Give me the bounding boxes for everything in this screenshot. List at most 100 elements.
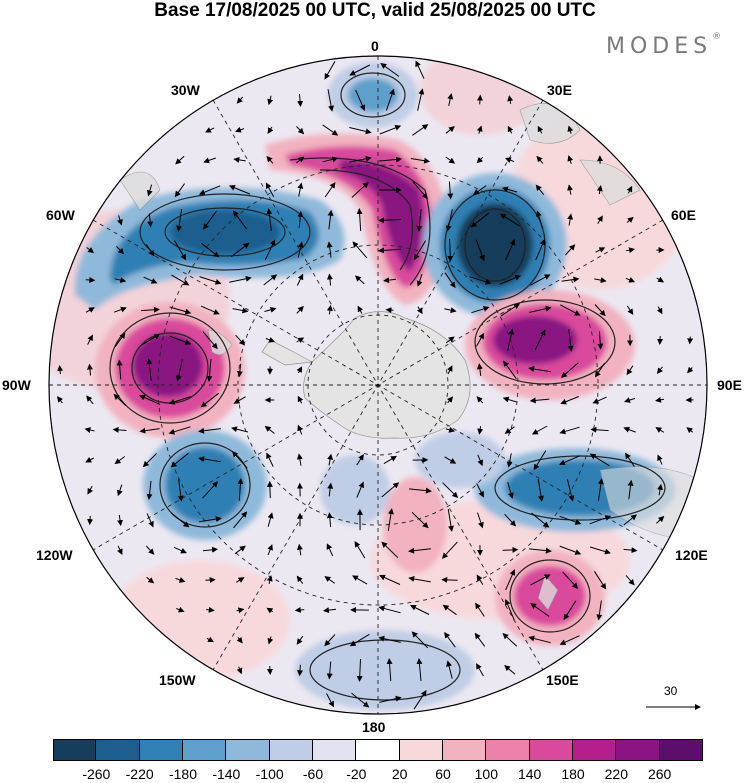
wind-arrow (444, 456, 457, 464)
wind-arrow (559, 545, 582, 555)
wind-arrow (355, 89, 366, 112)
wind-arrow (168, 396, 191, 405)
wind-arrow (168, 426, 191, 435)
wind-arrow (205, 127, 215, 133)
lon-label-30e: 30E (547, 82, 572, 98)
wind-arrow (297, 241, 304, 258)
wind-arrow (171, 274, 190, 286)
wind-arrow (324, 182, 336, 198)
wind-arrow (529, 397, 550, 404)
wind-arrow (351, 692, 370, 708)
wind-arrow (116, 246, 125, 255)
wind-arrow (228, 185, 251, 195)
wind-arrow (506, 453, 513, 468)
wind-arrow (114, 332, 126, 347)
wind-arrow (530, 574, 551, 586)
africa-coast (519, 103, 641, 206)
cell-atlantic-south-positive-core (340, 160, 424, 272)
cell-indian-positive-core (493, 316, 577, 364)
wind-arrow (471, 305, 490, 314)
wind-arrow (354, 541, 366, 559)
colorbar-tick-label: 60 (435, 766, 451, 782)
wind-arrow (594, 277, 607, 284)
colorbar-tick-label: 220 (604, 766, 629, 782)
wind-arrow (296, 337, 305, 344)
wind-arrow (236, 96, 244, 104)
wind-arrow (529, 305, 552, 313)
wind-arrow (57, 365, 64, 375)
wind-arrow (476, 663, 484, 677)
wind-arrow (327, 209, 334, 230)
wind-arrow (625, 277, 636, 283)
wind-arrow (444, 272, 456, 289)
wind-arrow (589, 515, 612, 525)
wind-arrow (537, 125, 544, 134)
wind-arrow (296, 366, 303, 374)
wind-arrow (297, 182, 304, 197)
wind-arrow (378, 156, 402, 163)
wind-arrow (502, 546, 519, 553)
wind-arrow (445, 336, 455, 344)
wind-arrow (198, 456, 221, 463)
wind-arrow (442, 604, 457, 616)
wind-arrow (114, 456, 125, 465)
wind-arrow (594, 304, 606, 317)
wind-arrow (476, 396, 484, 404)
wind-arrow (387, 508, 394, 531)
wind-arrow (687, 336, 694, 345)
wind-arrow (234, 545, 246, 555)
wind-arrow (85, 276, 96, 283)
wind-arrow (444, 631, 456, 648)
wind-arrow (266, 208, 273, 231)
wind-arrow (378, 247, 402, 254)
wind-arrow (326, 241, 333, 258)
wind-arrow (567, 125, 574, 134)
wind-arrow (626, 185, 633, 194)
wind-arrow (322, 156, 339, 163)
wind-arrow (296, 635, 304, 645)
wind-arrow (528, 635, 551, 644)
colorbar-swatch (312, 739, 357, 761)
wind-arrow (349, 633, 370, 647)
colorbar-tick-label: -20 (346, 766, 367, 782)
wind-arrow (447, 93, 454, 107)
antarctica-landmass (303, 311, 471, 439)
wind-arrow (447, 365, 453, 375)
wind-arrow (233, 156, 246, 163)
wind-arrow (146, 513, 154, 528)
wind-arrow (530, 274, 551, 286)
lon-label-120e: 120E (675, 547, 708, 563)
wind-arrow (296, 273, 304, 286)
wind-arrow (687, 366, 694, 374)
wind-arrow (86, 363, 93, 376)
colorbar-swatch (486, 739, 530, 761)
wind-arrow (507, 95, 514, 104)
wind-arrow (116, 484, 123, 497)
wind-arrow (626, 365, 634, 376)
wind-arrow (537, 479, 544, 502)
wind-arrow (354, 275, 365, 285)
wind-arrow (535, 238, 546, 261)
wind-arrow (590, 426, 609, 433)
wind-arrow (441, 576, 458, 583)
wind-arrow (567, 184, 573, 195)
wind-arrow (409, 487, 432, 494)
wind-arrow (198, 427, 221, 434)
wind-arrow (411, 631, 429, 649)
wind-arrow (412, 124, 429, 136)
wind-arrow (566, 479, 575, 502)
wind-arrow (656, 366, 663, 374)
wind-arrow (205, 577, 216, 584)
colorbar-swatch (356, 739, 400, 761)
wind-arrow (446, 396, 454, 404)
wind-arrow (198, 185, 221, 196)
wind-arrow (472, 185, 487, 195)
wind-arrow (324, 61, 336, 80)
wind-arrow (326, 273, 333, 286)
wind-arrow (445, 156, 456, 164)
wind-arrow (171, 512, 190, 528)
wind-arrow (502, 633, 518, 647)
wind-arrow (352, 241, 368, 259)
colorbar-swatch (659, 739, 703, 761)
